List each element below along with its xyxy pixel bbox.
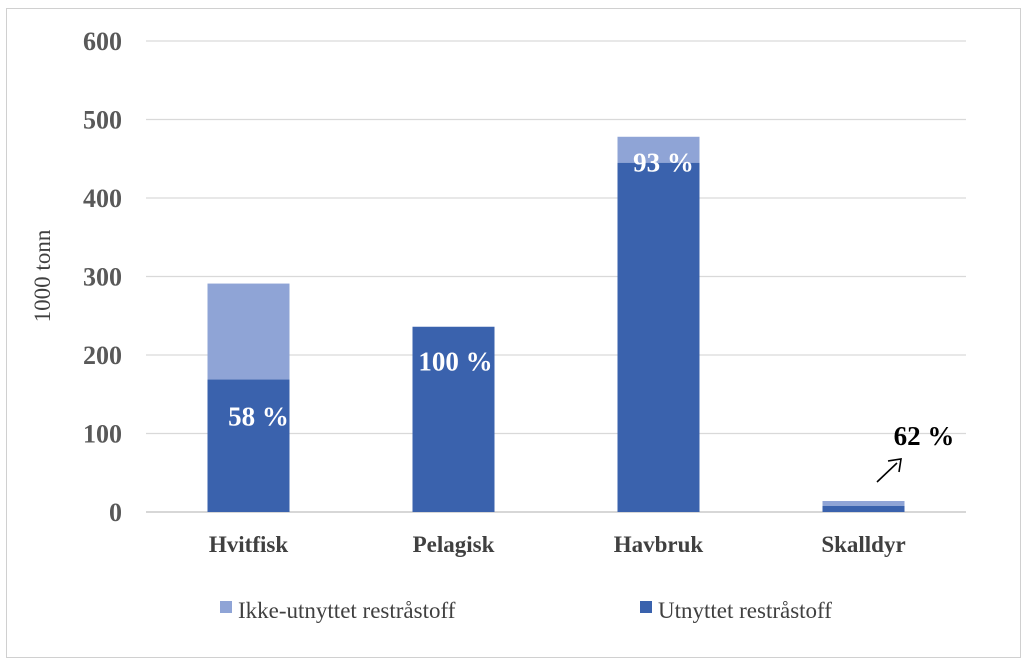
data-labels: 58 % 100 % 93 % 62 % (228, 148, 955, 483)
y-tick-label: 200 (83, 341, 122, 370)
x-category-label: Skalldyr (821, 532, 905, 557)
legend-label: Ikke-utnyttet restråstoff (238, 598, 456, 623)
y-axis-ticks: 0 100 200 300 400 500 600 (83, 27, 122, 527)
bar-segment (617, 162, 700, 513)
data-label: 100 % (418, 347, 492, 377)
y-tick-label: 300 (83, 263, 122, 292)
y-tick-label: 0 (109, 498, 122, 527)
bars (207, 136, 905, 513)
annotation-arrow-head (887, 458, 902, 473)
data-label: 58 % (228, 401, 289, 431)
legend-swatch (640, 601, 652, 613)
annotation-arrow-line (876, 462, 898, 483)
y-axis-label: 1000 tonn (30, 229, 55, 322)
legend-swatch (220, 601, 232, 613)
x-category-label: Havbruk (614, 532, 704, 557)
y-tick-label: 600 (83, 27, 122, 56)
data-label: 93 % (633, 148, 694, 178)
x-category-label: Pelagisk (413, 532, 495, 557)
bar-segment (822, 501, 905, 506)
y-tick-label: 100 (83, 420, 122, 449)
bar-segment (822, 505, 905, 512)
y-tick-label: 400 (83, 184, 122, 213)
bar-segment (207, 283, 290, 380)
data-label: 62 % (894, 421, 955, 451)
chart-frame (6, 8, 1021, 658)
bar-segment (617, 136, 700, 163)
bar-segment (207, 379, 290, 512)
bar-segment (412, 326, 495, 512)
y-tick-label: 500 (83, 106, 122, 135)
legend: Ikke-utnyttet restråstoff Utnyttet restrå… (220, 598, 832, 623)
x-category-label: Hvitfisk (209, 532, 288, 557)
x-axis-categories: Hvitfisk Pelagisk Havbruk Skalldyr (209, 532, 906, 557)
legend-label: Utnyttet restråstoff (658, 598, 832, 623)
